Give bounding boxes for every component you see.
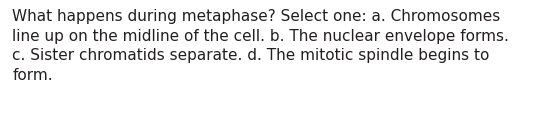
Text: What happens during metaphase? Select one: a. Chromosomes
line up on the midline: What happens during metaphase? Select on… xyxy=(12,9,509,83)
